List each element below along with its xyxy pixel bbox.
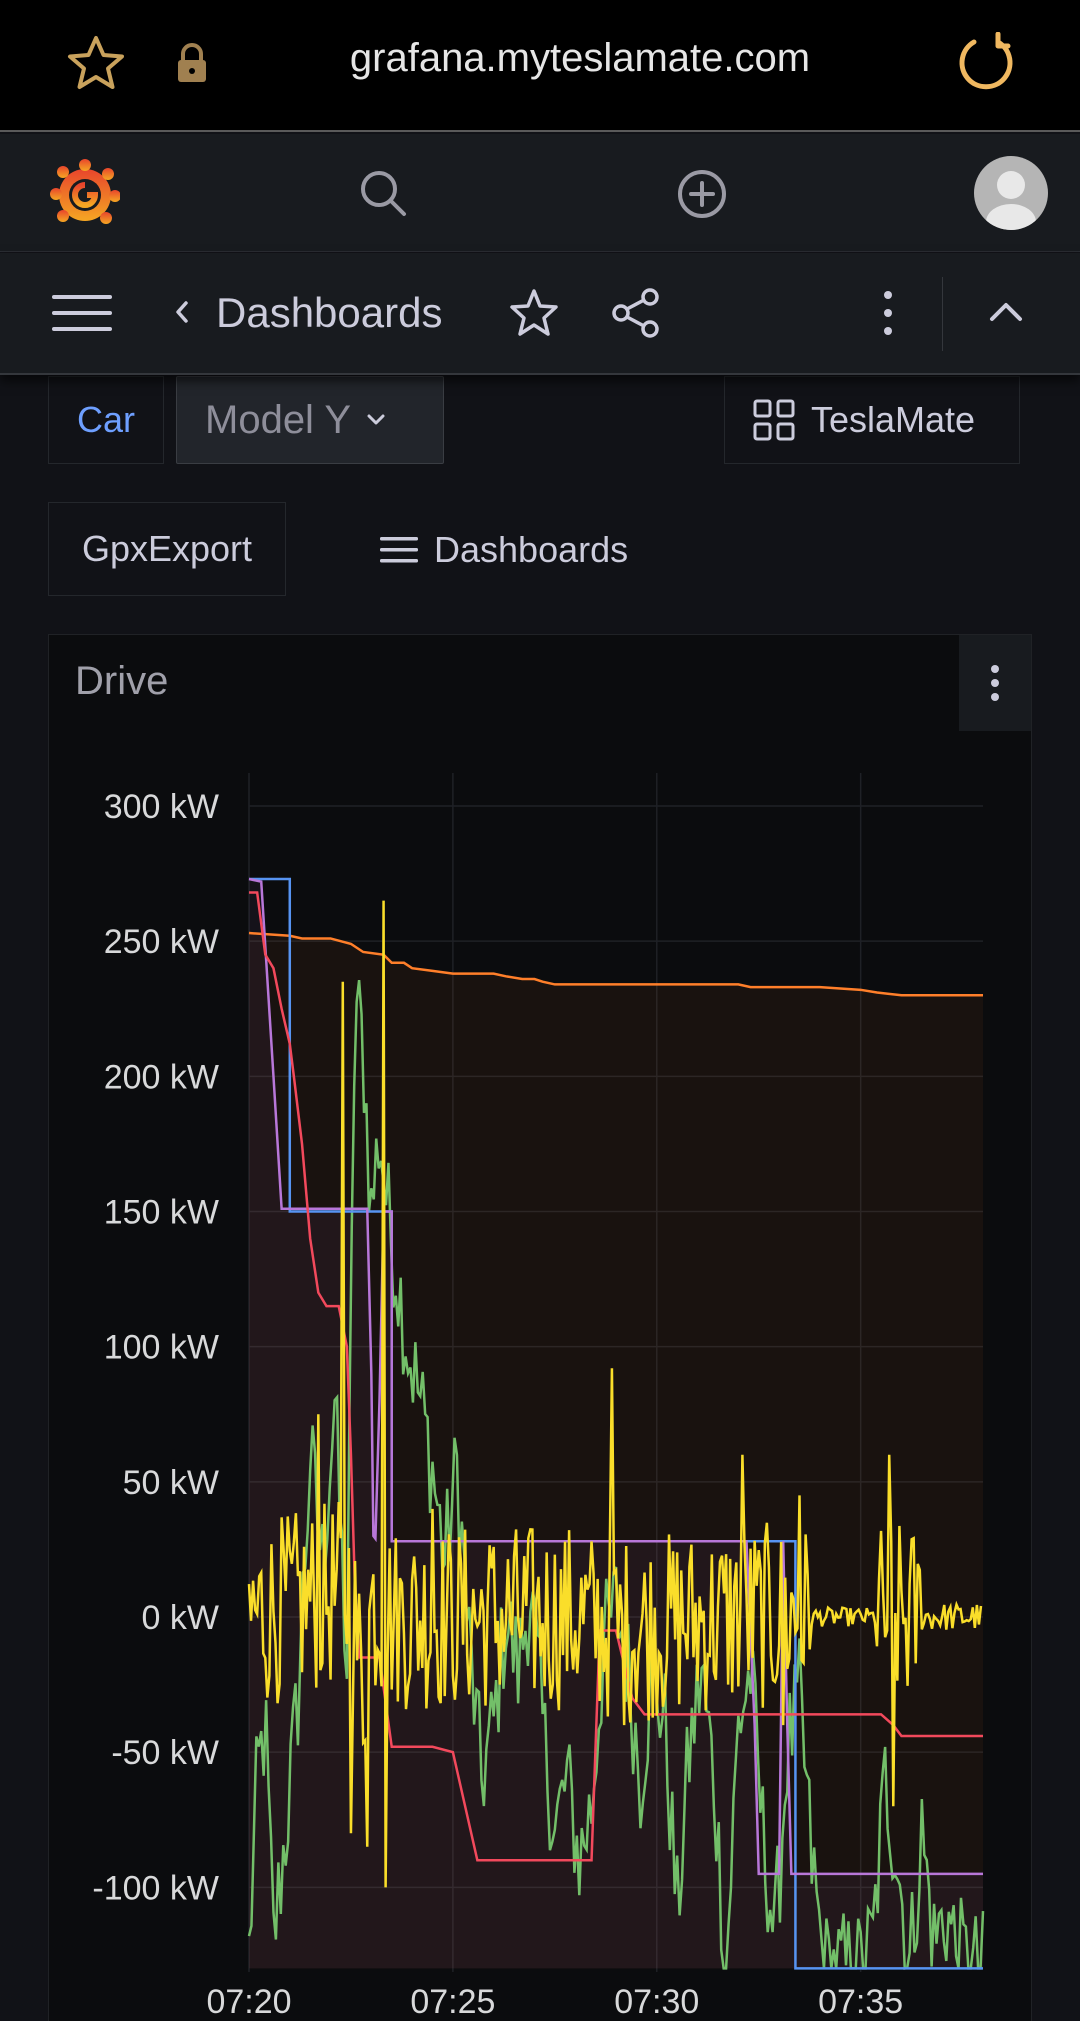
y-tick-label: -50 kW [111,1734,219,1772]
series-line-yellow [247,900,983,1888]
y-tick-label: 100 kW [104,1329,219,1367]
car-variable-value: Model Y [205,397,352,442]
y-tick-label: 300 kW [104,788,219,826]
browser-url-bar: grafana.myteslamate.com [0,0,1080,132]
breadcrumb-bar: Dashboards [0,253,1080,375]
avatar[interactable] [974,156,1048,230]
car-variable-select[interactable]: Model Y [176,376,444,464]
dashboards-link-label: Dashboards [434,529,629,570]
more-options-icon [991,665,999,701]
lock-icon [178,43,206,82]
chevron-up-icon[interactable] [986,297,1026,327]
chevron-down-icon [367,414,385,425]
teslamate-link-label: TeslaMate [811,399,976,440]
x-tick-label: 07:20 [206,1983,291,2021]
y-tick-label: 50 kW [123,1464,219,1502]
grafana-logo-icon[interactable] [50,158,120,228]
list-icon [380,537,418,563]
more-options-icon[interactable] [874,285,902,341]
url-text[interactable]: grafana.myteslamate.com [349,36,811,80]
chevron-left-icon[interactable] [170,297,194,327]
series-area-2 [249,878,983,1969]
variable-label-car: Car [48,376,164,464]
panel-menu-button[interactable] [959,635,1031,731]
x-tick-label: 07:30 [614,1983,699,2021]
y-tick-label: -100 kW [92,1869,219,1907]
apps-grid-icon [753,399,795,441]
share-icon[interactable] [610,287,662,339]
user-icon [986,171,1036,230]
series-line-0 [248,931,983,997]
reload-icon[interactable] [954,32,1016,94]
series-line-green [247,979,985,1970]
grafana-top-nav [0,134,1080,252]
panel-title: Drive [75,659,169,703]
drive-power-chart: 07:20 07:25 07:30 07:35 300 kW 250 kW 200 kW 15… [92,773,985,2021]
x-tick-label: 07:25 [410,1983,495,2021]
series-area-0 [249,933,983,1969]
drive-panel: Drive 07:20 07:25 07:30 07:35 300 kW 250 kW 20… [48,634,1032,2021]
teslamate-link[interactable]: TeslaMate [724,376,1020,464]
search-icon[interactable] [358,168,408,218]
add-icon[interactable] [676,168,728,220]
y-tick-label: 150 kW [104,1194,219,1232]
breadcrumb-dashboards[interactable]: Dashboards [216,289,443,336]
y-tick-label: 200 kW [104,1058,219,1096]
star-icon[interactable] [64,32,128,96]
star-icon[interactable] [508,287,560,339]
hamburger-menu-icon[interactable] [52,291,116,337]
x-tick-label: 07:35 [818,1983,903,2021]
divider [942,277,943,351]
gpx-export-link[interactable]: GpxExport [48,502,286,596]
y-tick-label: 250 kW [104,923,219,961]
y-tick-label: 0 kW [142,1599,219,1637]
dashboards-link[interactable]: Dashboards [378,520,628,580]
